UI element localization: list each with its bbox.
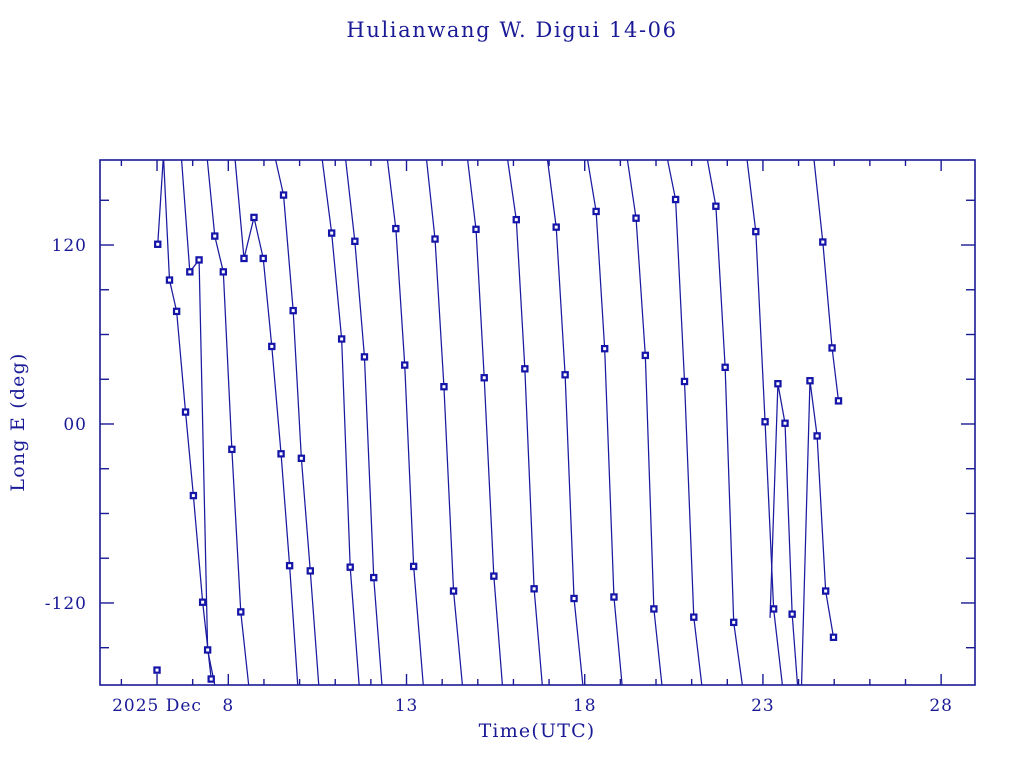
data-marker-47 [610,593,618,601]
data-marker-53 [690,613,698,621]
data-marker-14 [240,254,248,263]
data-marker-54 [712,202,720,210]
data-marker-59 [769,605,778,613]
data-marker-3 [181,408,190,416]
data-marker-21 [289,306,297,315]
data-marker-31 [401,361,409,369]
data-marker-56 [730,618,738,627]
x-tick-label-1: 8 [222,696,234,716]
data-marker-30 [392,224,400,233]
data-marker-27 [351,237,359,245]
data-marker-45 [592,207,600,216]
y-axis-ticks [100,199,975,649]
data-marker-25 [337,335,346,343]
data-marker-55 [721,363,729,372]
data-marker-37 [480,374,488,382]
data-marker-16 [259,254,267,263]
data-marker-2 [172,307,181,316]
x-tick-label-0: 2025 Dec [112,696,202,716]
y-axis-label: Long E (deg) [7,352,29,491]
y-tick-label-2: -120 [45,594,87,614]
series-polyline-19 [813,160,840,401]
data-marker-40 [521,365,529,373]
data-marker-32 [409,562,418,571]
x-axis-tick-labels: 2025 Dec 8 13 18 23 28 [112,696,953,716]
series-polyline-2 [206,160,250,685]
data-marker-29 [370,573,378,582]
data-marker-22 [297,454,306,463]
data-marker-69 [834,397,843,405]
data-marker-4 [189,491,198,500]
x-axis-ticks [120,160,942,685]
data-marker-39 [512,215,520,224]
chart-title: Hulianwang W. Digui 14-06 [346,18,677,42]
data-marker-46 [600,344,609,353]
data-marker-67 [819,238,827,246]
data-marker-51 [671,195,680,204]
data-marker-17 [268,342,276,351]
data-marker-63 [806,377,814,385]
data-marker-19 [285,561,294,570]
data-marker-34 [440,383,448,391]
data-marker-8 [195,256,203,264]
data-marker-6 [207,675,215,683]
data-marker-48 [632,214,640,222]
data-marker-9 [203,646,212,654]
data-marker-70 [153,666,161,674]
y-tick-label-0: 120 [52,236,87,256]
x-tick-label-4: 23 [751,696,775,716]
data-marker-5 [198,598,207,606]
data-marker-50 [650,605,658,613]
data-marker-11 [219,268,228,276]
data-marker-60 [774,380,782,388]
series-polyline-4 [275,160,320,685]
data-marker-44 [570,594,578,603]
data-marker-43 [561,371,569,379]
data-marker-12 [228,445,236,454]
x-axis-label: Time(UTC) [479,720,596,742]
data-marker-66 [829,633,838,641]
data-marker-42 [552,223,560,231]
data-marker-38 [490,572,498,580]
data-marker-26 [346,563,354,571]
plot-frame [99,159,976,686]
data-marker-7 [186,268,194,276]
data-marker-28 [360,353,369,361]
data-marker-24 [327,229,336,237]
x-tick-label-3: 18 [573,696,597,716]
data-marker-group [153,191,843,683]
x-tick-label-2: 13 [395,696,419,716]
data-marker-57 [752,227,760,236]
data-marker-41 [530,585,538,593]
data-marker-65 [821,587,830,595]
data-marker-1 [165,276,174,284]
data-marker-49 [641,351,650,360]
data-marker-18 [277,450,285,458]
x-tick-label-5: 28 [929,696,953,716]
data-marker-10 [211,232,219,240]
data-marker-33 [431,235,439,243]
data-marker-20 [279,191,288,199]
data-marker-36 [472,225,480,234]
data-marker-61 [781,419,789,427]
data-marker-13 [237,608,245,616]
data-marker-23 [306,567,314,575]
data-marker-52 [680,377,689,386]
y-axis-tick-labels: 120 00 -120 [45,236,87,614]
data-marker-15 [250,213,258,222]
y-tick-label-1: 00 [63,415,87,435]
data-marker-62 [788,610,796,618]
data-marker-0 [154,240,162,248]
data-marker-58 [761,418,769,426]
series-polyline-0 [157,160,212,680]
data-marker-35 [449,587,458,595]
series-polyline-3 [234,160,299,685]
data-marker-68 [828,344,836,352]
data-marker-64 [813,432,821,440]
